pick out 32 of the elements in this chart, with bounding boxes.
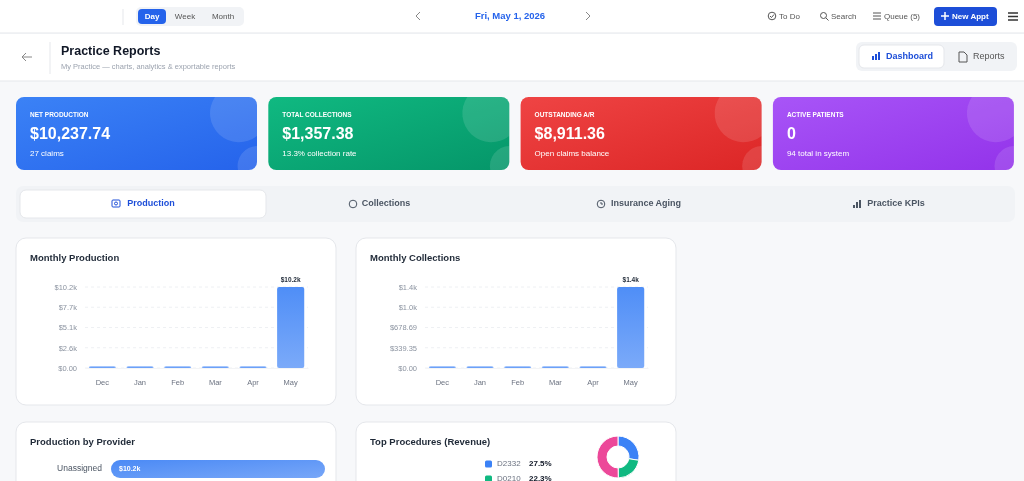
text: Production: [127, 198, 175, 209]
text: Month: [211, 12, 235, 22]
text: Insurance Aging: [610, 198, 682, 209]
text: 27 claims: [30, 149, 64, 159]
text: Week: [174, 12, 197, 22]
text: To Do: [779, 12, 801, 22]
text: Collections: [361, 198, 411, 209]
text: Search: [831, 12, 857, 22]
text: $8,911.36: [534, 125, 605, 143]
text: Reports: [973, 51, 1006, 62]
text: Open claims balance: [534, 149, 610, 159]
text: Dashboard: [886, 51, 934, 62]
text: Practice KPIs: [867, 198, 925, 209]
chart-title: Monthly Collections: [370, 251, 461, 263]
text: New Appt: [952, 12, 989, 22]
text: Fri, May 1, 2026: [474, 9, 546, 21]
data-label: 27.5%: [529, 459, 552, 469]
legend-label: D0210: [497, 474, 522, 481]
data-label: 22.3%: [529, 474, 552, 481]
legend-label: D2332: [497, 459, 522, 469]
text: Queue (5): [884, 12, 921, 22]
text: Day: [144, 12, 160, 22]
chart-title: Top Procedures (Revenue): [370, 435, 491, 447]
text: $1,357.38: [282, 125, 354, 143]
y-tick-label: Unassigned: [57, 463, 103, 474]
text: Practice Reports: [61, 44, 161, 59]
text: $10,237.74: [30, 125, 111, 143]
text: 0: [786, 125, 796, 143]
text: 13.3% collection rate: [282, 149, 358, 159]
chart-title: Production by Provider: [30, 435, 136, 447]
chart-title: Monthly Production: [30, 251, 120, 263]
text: 94 total in system: [786, 149, 850, 159]
